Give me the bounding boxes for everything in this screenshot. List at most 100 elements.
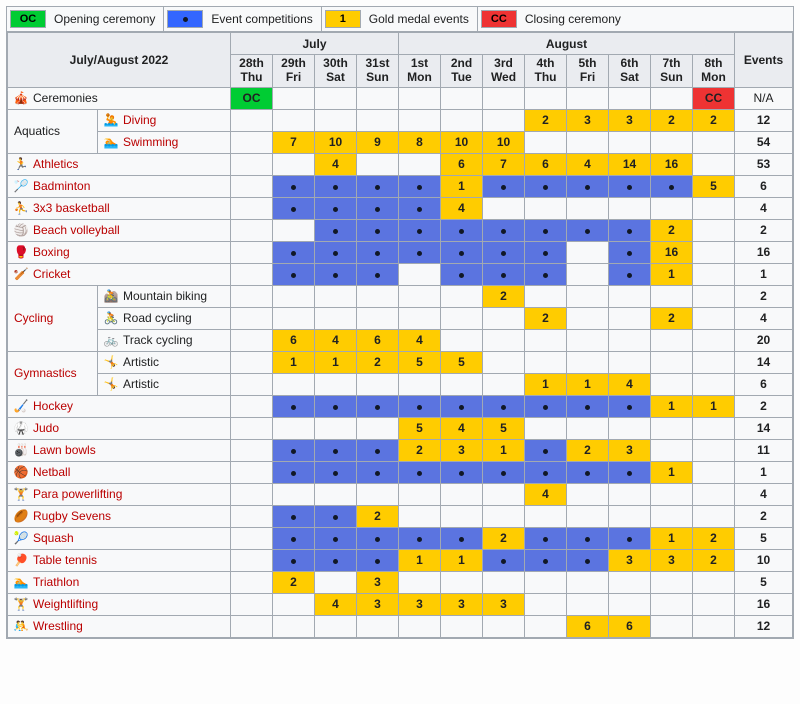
schedule-cell [567, 87, 609, 109]
schedule-cell [231, 351, 273, 373]
schedule-cell [315, 175, 357, 197]
schedule-cell [315, 219, 357, 241]
schedule-cell: 16 [651, 153, 693, 175]
sport-label[interactable]: 🎾Squash [8, 527, 231, 549]
schedule-cell: 2 [693, 549, 735, 571]
schedule-cell [567, 351, 609, 373]
sport-label[interactable]: ⛹3x3 basketball [8, 197, 231, 219]
sport-name: Table tennis [33, 553, 97, 567]
schedule-cell [315, 395, 357, 417]
table-row: 🏓Table tennis1133210 [8, 549, 793, 571]
events-total: 4 [735, 197, 793, 219]
sport-label[interactable]: 🥊Boxing [8, 241, 231, 263]
sport-label: 🚴Road cycling [98, 307, 231, 329]
schedule-cell [525, 219, 567, 241]
legend: OCOpening ceremonyEvent competitions1Gol… [7, 7, 793, 32]
table-row: 🏋Weightlifting4333316 [8, 593, 793, 615]
schedule-cell [231, 571, 273, 593]
schedule-cell [567, 461, 609, 483]
sport-label[interactable]: 🏃Athletics [8, 153, 231, 175]
sport-label[interactable]: 🏏Cricket [8, 263, 231, 285]
schedule-cell: 2 [483, 527, 525, 549]
schedule-cell: 4 [441, 417, 483, 439]
schedule-cell [231, 439, 273, 461]
sport-label[interactable]: 🏉Rugby Sevens [8, 505, 231, 527]
schedule-cell [231, 219, 273, 241]
table-row: Aquatics🤽Diving2332212 [8, 109, 793, 131]
sport-label[interactable]: 🥋Judo [8, 417, 231, 439]
sport-label[interactable]: 🏋Para powerlifting [8, 483, 231, 505]
schedule-cell [357, 241, 399, 263]
sport-label[interactable]: 🏀Netball [8, 461, 231, 483]
sport-label[interactable]: 🤽Diving [98, 109, 231, 131]
schedule-cell: 1 [693, 395, 735, 417]
schedule-cell [231, 285, 273, 307]
schedule-cell [651, 131, 693, 153]
schedule-cell [315, 87, 357, 109]
date-header: 8thMon [693, 55, 735, 88]
schedule-cell [441, 307, 483, 329]
schedule-cell [231, 109, 273, 131]
sport-label[interactable]: 🏐Beach volleyball [8, 219, 231, 241]
schedule-cell [525, 197, 567, 219]
schedule-cell [567, 197, 609, 219]
group-label[interactable]: Cycling [8, 285, 98, 351]
events-total: 5 [735, 527, 793, 549]
sport-label: 🚵Mountain biking [98, 285, 231, 307]
schedule-cell [273, 395, 315, 417]
sport-name: Track cycling [123, 333, 193, 347]
schedule-cell: 4 [315, 153, 357, 175]
date-header: 5thFri [567, 55, 609, 88]
sport-label[interactable]: 🏊Triathlon [8, 571, 231, 593]
sport-label[interactable]: 🏋Weightlifting [8, 593, 231, 615]
sport-icon: 🤸 [102, 355, 120, 369]
sport-icon: 🥋 [12, 421, 30, 435]
date-header: 3rdWed [483, 55, 525, 88]
sport-label[interactable]: 🎳Lawn bowls [8, 439, 231, 461]
schedule-cell [357, 109, 399, 131]
schedule-cell [315, 307, 357, 329]
schedule-cell [651, 571, 693, 593]
events-total: 4 [735, 483, 793, 505]
sport-label[interactable]: 🏓Table tennis [8, 549, 231, 571]
schedule-cell [609, 175, 651, 197]
events-total: 2 [735, 285, 793, 307]
date-header: 2ndTue [441, 55, 483, 88]
schedule-cell [231, 197, 273, 219]
legend-label: Closing ceremony [525, 12, 621, 26]
table-row: 🏀Netball11 [8, 461, 793, 483]
date-header: 30thSat [315, 55, 357, 88]
events-total: 6 [735, 175, 793, 197]
schedule-cell: 10 [441, 131, 483, 153]
schedule-cell: 5 [693, 175, 735, 197]
schedule-cell [567, 549, 609, 571]
schedule-cell [567, 285, 609, 307]
sport-name: Judo [33, 421, 59, 435]
events-header: Events [735, 33, 793, 88]
schedule-cell [399, 395, 441, 417]
schedule-cell [609, 329, 651, 351]
schedule-cell [357, 615, 399, 637]
schedule-cell: 2 [525, 109, 567, 131]
schedule-cell: 1 [441, 549, 483, 571]
group-label[interactable]: Gymnastics [8, 351, 98, 395]
schedule-cell [609, 87, 651, 109]
sport-name: Squash [33, 531, 74, 545]
sport-label[interactable]: 🏊Swimming [98, 131, 231, 153]
sport-label[interactable]: 🏑Hockey [8, 395, 231, 417]
legend-item: CCClosing ceremony [478, 7, 629, 31]
date-header: 4thThu [525, 55, 567, 88]
schedule-cell [273, 285, 315, 307]
schedule-cell: 4 [609, 373, 651, 395]
schedule-cell: 1 [525, 373, 567, 395]
schedule-cell: 4 [315, 593, 357, 615]
ceremonies-label: Ceremonies [33, 91, 98, 105]
sport-label[interactable]: 🏸Badminton [8, 175, 231, 197]
schedule-cell [315, 615, 357, 637]
schedule-cell [399, 461, 441, 483]
sport-label[interactable]: 🤼Wrestling [8, 615, 231, 637]
schedule-table-container: OCOpening ceremonyEvent competitions1Gol… [6, 6, 794, 639]
schedule-cell [525, 241, 567, 263]
schedule-cell: 3 [441, 439, 483, 461]
schedule-cell [441, 87, 483, 109]
